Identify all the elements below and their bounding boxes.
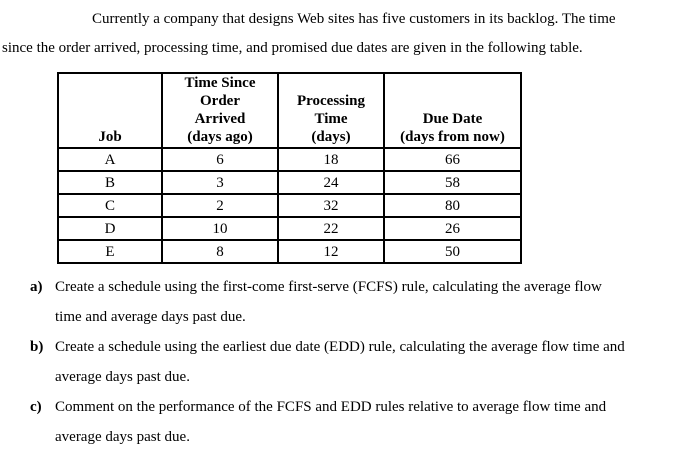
cell-time-since: 10 [161,216,279,241]
cell-time-since: 6 [161,147,279,172]
intro-line-2: since the order arrived, processing time… [2,40,583,56]
cell-time-since: 8 [161,239,279,264]
item-label-a: a) [30,279,43,295]
cell-processing: 22 [277,216,385,241]
cell-due-date: 58 [383,170,522,195]
cell-due-date: 66 [383,147,522,172]
item-c-line-2: average days past due. [55,429,190,445]
table-row-d: D 10 22 26 [57,216,522,241]
cell-job: D [57,216,163,241]
question-item-c: c) Comment on the performance of the FCF… [2,392,678,452]
item-label-b: b) [30,339,44,355]
cell-time-since: 2 [161,193,279,218]
item-b-line-2: average days past due. [55,369,190,385]
cell-due-date: 26 [383,216,522,241]
question-list: a) Create a schedule using the first-com… [2,272,678,452]
jobs-table: Job Time Since Order Arrived (days ago) … [57,72,522,264]
item-c-line-1: Comment on the performance of the FCFS a… [55,399,607,415]
intro-line-1: Currently a company that designs Web sit… [92,11,616,27]
item-a-line-1: Create a schedule using the first-come f… [55,279,602,295]
cell-processing: 32 [277,193,385,218]
cell-job: B [57,170,163,195]
header-row: Job Time Since Order Arrived (days ago) … [57,72,522,149]
item-label-c: c) [30,399,42,415]
table-row-a: A 6 18 66 [57,147,522,172]
jobs-table-body: A 6 18 66 B 3 24 58 C 2 32 80 D 10 22 [57,147,522,264]
header-time-since-order: Time Since Order Arrived (days ago) [161,72,279,149]
cell-job: A [57,147,163,172]
table-row-e: E 8 12 50 [57,239,522,264]
table-row-c: C 2 32 80 [57,193,522,218]
item-a-line-2: time and average days past due. [55,309,246,325]
question-item-b: b) Create a schedule using the earliest … [2,332,678,392]
item-b-line-1: Create a schedule using the earliest due… [55,339,625,355]
cell-time-since: 3 [161,170,279,195]
cell-processing: 18 [277,147,385,172]
header-processing-time: Processing Time (days) [277,72,385,149]
jobs-table-header: Job Time Since Order Arrived (days ago) … [57,72,522,149]
cell-processing: 12 [277,239,385,264]
question-item-a: a) Create a schedule using the first-com… [2,272,678,332]
cell-due-date: 80 [383,193,522,218]
cell-due-date: 50 [383,239,522,264]
header-job: Job [57,72,163,149]
cell-job: C [57,193,163,218]
cell-job: E [57,239,163,264]
table-row-b: B 3 24 58 [57,170,522,195]
intro-paragraph: Currently a company that designs Web sit… [2,5,678,63]
header-due-date: Due Date (days from now) [383,72,522,149]
cell-processing: 24 [277,170,385,195]
